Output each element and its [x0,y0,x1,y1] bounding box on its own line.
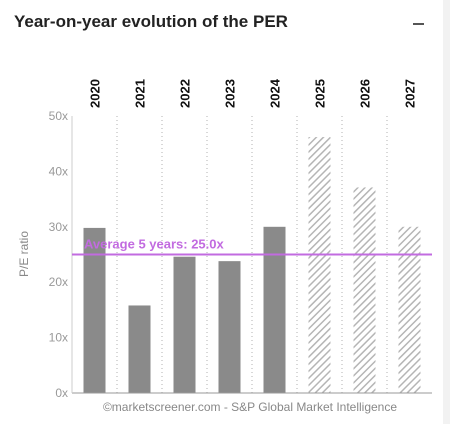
y-tick-label: 50x [49,109,68,123]
x-tick-label: 2027 [403,79,418,108]
y-tick-label: 40x [49,164,68,178]
average-label: Average 5 years: 25.0x [84,237,225,252]
y-tick-label: 10x [49,331,68,345]
x-tick-label: 2021 [133,79,148,108]
minus-icon[interactable] [411,12,427,32]
bar-2024[interactable] [263,226,286,393]
x-tick-label: 2026 [358,79,373,108]
y-axis-label: P/E ratio [17,231,31,277]
x-tick-label: 2025 [313,79,328,108]
bar-2025[interactable] [308,137,331,393]
y-tick-label: 30x [49,220,68,234]
bar-2027[interactable] [398,226,421,393]
chart-title: Year-on-year evolution of the PER [14,12,288,31]
x-tick-label: 2022 [178,79,193,108]
bar-2023[interactable] [218,261,241,393]
bar-2021[interactable] [128,305,151,393]
y-tick-label: 0x [55,386,68,400]
y-tick-label: 20x [49,275,68,289]
x-tick-label: 2024 [268,78,283,108]
bar-2020[interactable] [83,227,106,393]
bar-2026[interactable] [353,187,376,393]
x-tick-label: 2023 [223,79,238,108]
footer-credit: ©marketscreener.com - S&P Global Market … [103,400,397,414]
bar-2022[interactable] [173,256,196,393]
x-tick-label: 2020 [88,79,103,108]
